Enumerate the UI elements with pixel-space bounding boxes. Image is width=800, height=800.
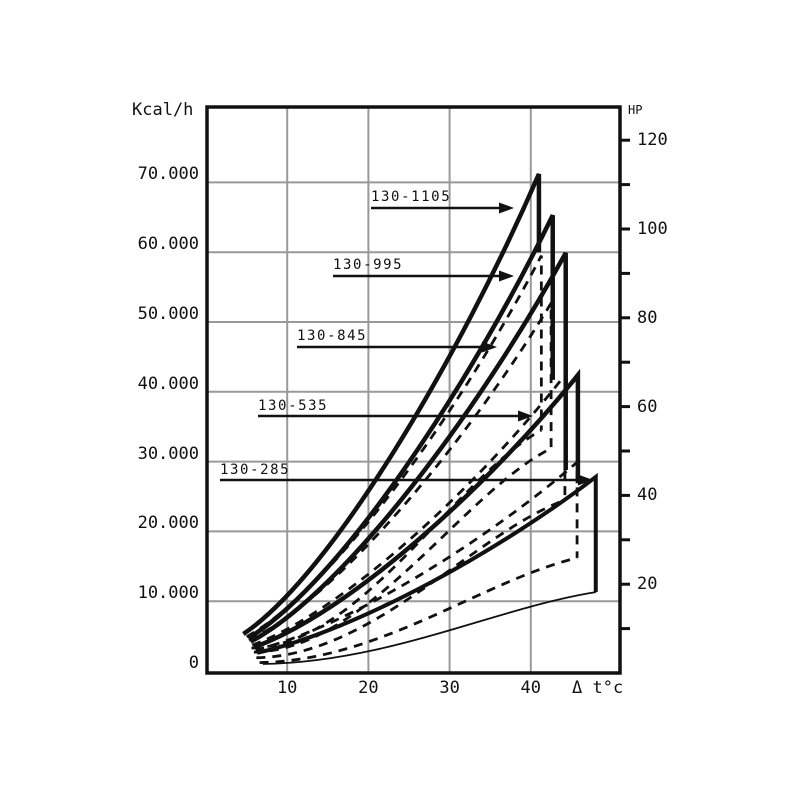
plot-border: [205, 105, 622, 675]
right-axis-tick-label: 60: [637, 396, 658, 417]
series-callout-label: 130-285: [220, 462, 291, 478]
series-curve-130-285: [256, 472, 598, 655]
left-axis-title: Kcal/h: [132, 100, 194, 120]
series-lower-curve-dashed-4: [259, 556, 578, 665]
left-axis-tick-label: 70.000: [137, 164, 199, 185]
series-callout-label: 130-535: [258, 398, 329, 414]
left-axis-tick-label: 60.000: [137, 234, 199, 255]
series-curve-dashed-4: [255, 459, 579, 652]
left-axis-tick-label: 40.000: [137, 373, 199, 394]
right-axis-tick-label: 80: [637, 307, 658, 328]
series-callout-label: 130-1105: [371, 189, 452, 205]
x-axis-title: Δ t°c: [572, 678, 624, 698]
x-axis-tick-label: 20: [358, 678, 379, 698]
series-curve-130-1105: [242, 173, 542, 636]
series-lower-curve-dashed-1: [251, 428, 543, 650]
left-axis-tick-label: 50.000: [137, 304, 199, 324]
right-axis-tick-label: 100: [637, 219, 668, 239]
series-curve-130-995: [247, 214, 555, 641]
left-axis-tick-label: 30.000: [137, 443, 199, 464]
right-axis-title: HP: [628, 103, 643, 117]
callout-arrowhead-130-1105: [499, 202, 514, 214]
callout-arrowhead-130-845: [482, 341, 497, 353]
right-axis-tick-label: 20: [637, 574, 658, 595]
series-lower-curve-dashed-3: [256, 498, 566, 660]
right-axis-tick-label: 40: [637, 485, 658, 506]
x-axis-tick-label: 40: [520, 678, 542, 698]
x-axis-tick-label: 10: [276, 678, 298, 698]
left-axis-tick-label: 10.000: [137, 583, 199, 604]
series-curve-dashed-3: [251, 370, 567, 647]
series-callout-label: 130-995: [333, 257, 404, 273]
x-axis-tick-label: 30: [439, 678, 460, 698]
series-lower-curve-dashed-2: [253, 447, 552, 654]
callout-arrowhead-130-535: [518, 410, 533, 422]
callout-arrowhead-130-995: [499, 270, 514, 282]
left-axis-tick-label: 20.000: [137, 513, 199, 534]
series-lower-curve-130-285: [262, 591, 596, 665]
callout-arrowhead-130-285: [578, 474, 593, 486]
right-axis-tick-label: 120: [637, 130, 668, 151]
series-curve-dashed-2: [248, 298, 553, 642]
series-callout-label: 130-845: [297, 328, 368, 344]
left-axis-tick-label: 0: [188, 653, 199, 673]
series-curve-dashed-1: [245, 255, 543, 639]
